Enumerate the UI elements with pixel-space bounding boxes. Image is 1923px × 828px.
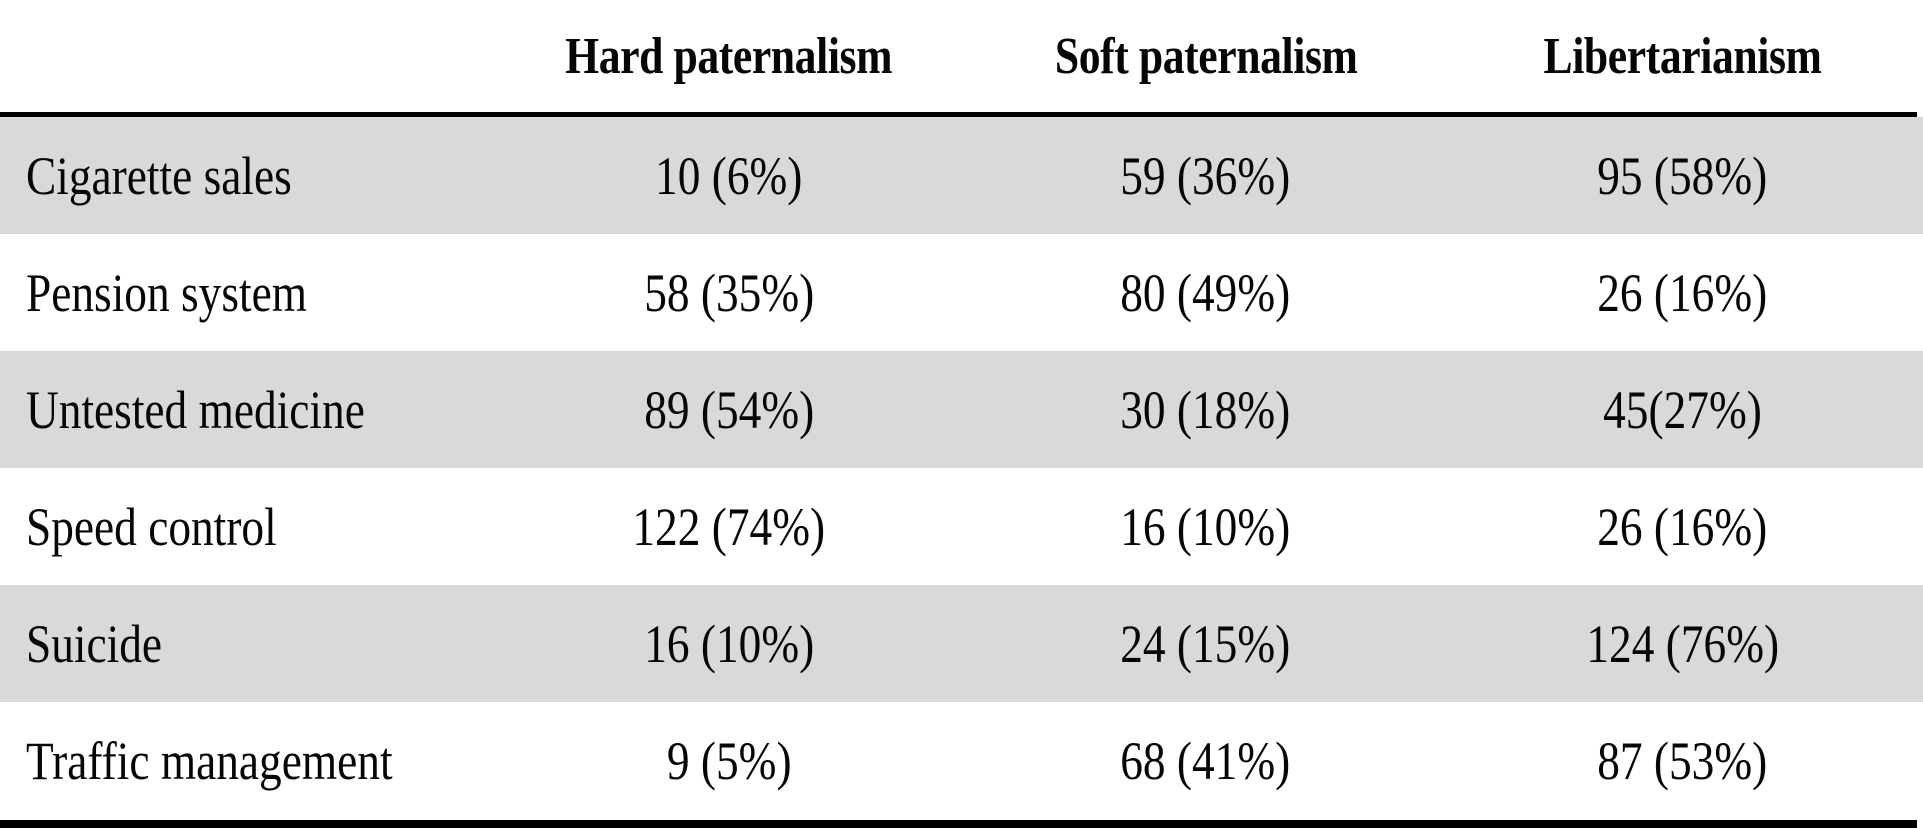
- table-row-speed-control: Speed control 122 (74%) 16 (10%) 26 (16%…: [0, 468, 1923, 585]
- row-label-text: Pension system: [26, 262, 308, 323]
- table-cell: 80 (49%): [967, 262, 1444, 324]
- table-cell: 16 (10%): [490, 613, 967, 675]
- table-cell: 87 (53%): [1444, 730, 1921, 792]
- table-cell: 30 (18%): [967, 379, 1444, 441]
- cell-text: 95 (58%): [1597, 145, 1768, 206]
- cell-text: 68 (41%): [1120, 730, 1291, 791]
- table-cell: 122 (74%): [490, 496, 967, 558]
- column-header-libertarianism: Libertarianism: [1444, 27, 1921, 86]
- row-label: Pension system: [0, 262, 490, 324]
- cell-text: 87 (53%): [1597, 730, 1768, 791]
- table-cell: 16 (10%): [967, 496, 1444, 558]
- table-cell: 68 (41%): [967, 730, 1444, 792]
- cell-text: 26 (16%): [1597, 496, 1768, 557]
- table-row-traffic-management: Traffic management 9 (5%) 68 (41%) 87 (5…: [0, 702, 1923, 819]
- row-label: Suicide: [0, 613, 490, 675]
- row-label-text: Traffic management: [26, 730, 393, 791]
- table-row-suicide: Suicide 16 (10%) 24 (15%) 124 (76%): [0, 585, 1923, 702]
- table-cell: 26 (16%): [1444, 262, 1921, 324]
- cell-text: 26 (16%): [1597, 262, 1768, 323]
- cell-text: 89 (54%): [643, 379, 814, 440]
- cell-text: 58 (35%): [643, 262, 814, 323]
- table-row-cigarette-sales: Cigarette sales 10 (6%) 59 (36%) 95 (58%…: [0, 117, 1923, 234]
- row-label-text: Untested medicine: [26, 379, 365, 440]
- table-row-untested-medicine: Untested medicine 89 (54%) 30 (18%) 45(2…: [0, 351, 1923, 468]
- table-header-row: Hard paternalism Soft paternalism Libert…: [0, 0, 1923, 112]
- row-label: Traffic management: [0, 730, 490, 792]
- row-label-text: Speed control: [26, 496, 277, 557]
- cell-text: 80 (49%): [1120, 262, 1291, 323]
- cell-text: 124 (76%): [1586, 613, 1779, 674]
- cell-text: 9 (5%): [666, 730, 792, 791]
- row-label-text: Suicide: [26, 613, 163, 674]
- table-cell: 9 (5%): [490, 730, 967, 792]
- column-header-soft-paternalism: Soft paternalism: [967, 27, 1444, 86]
- row-label-text: Cigarette sales: [26, 145, 292, 206]
- table-cell: 58 (35%): [490, 262, 967, 324]
- header-rule: [0, 112, 1918, 117]
- cell-text: 45(27%): [1603, 379, 1762, 440]
- table-cell: 95 (58%): [1444, 145, 1921, 207]
- column-header-label: Libertarianism: [1543, 27, 1822, 85]
- cell-text: 30 (18%): [1120, 379, 1291, 440]
- cell-text: 122 (74%): [632, 496, 826, 557]
- bottom-rule: [0, 820, 1918, 828]
- column-header-hard-paternalism: Hard paternalism: [490, 27, 967, 86]
- column-header-label: Hard paternalism: [565, 27, 893, 85]
- table-cell: 26 (16%): [1444, 496, 1921, 558]
- table-cell: 10 (6%): [490, 145, 967, 207]
- row-label: Untested medicine: [0, 379, 490, 441]
- row-label: Cigarette sales: [0, 145, 490, 207]
- cell-text: 59 (36%): [1120, 145, 1291, 206]
- table-cell: 89 (54%): [490, 379, 967, 441]
- cell-text: 10 (6%): [655, 145, 803, 206]
- column-header-label: Soft paternalism: [1054, 27, 1358, 85]
- cell-text: 16 (10%): [1120, 496, 1291, 557]
- table-cell: 59 (36%): [967, 145, 1444, 207]
- row-label: Speed control: [0, 496, 490, 558]
- cell-text: 24 (15%): [1120, 613, 1291, 674]
- table-cell: 24 (15%): [967, 613, 1444, 675]
- table-cell: 45(27%): [1444, 379, 1921, 441]
- table-cell: 124 (76%): [1444, 613, 1921, 675]
- cell-text: 16 (10%): [643, 613, 814, 674]
- table-row-pension-system: Pension system 58 (35%) 80 (49%) 26 (16%…: [0, 234, 1923, 351]
